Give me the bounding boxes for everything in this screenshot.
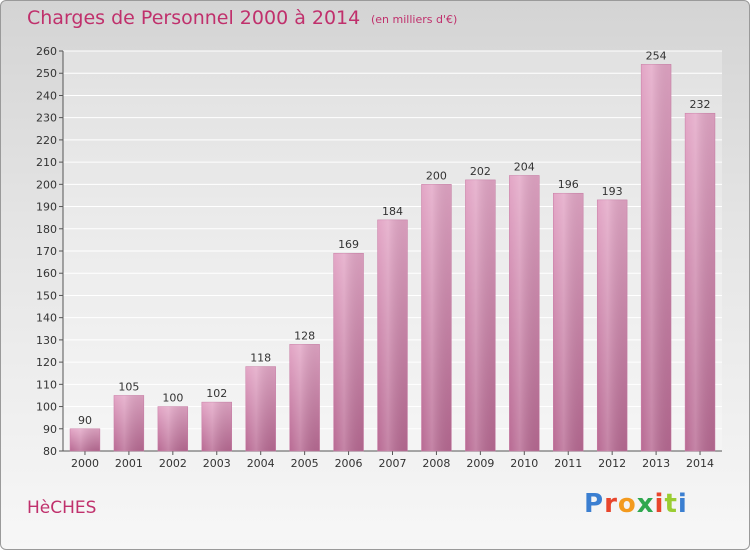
- x-tick-label: 2011: [554, 457, 582, 470]
- x-tick-label: 2004: [247, 457, 275, 470]
- y-tick-label: 170: [36, 245, 57, 258]
- y-tick-label: 100: [36, 401, 57, 414]
- y-tick-label: 150: [36, 289, 57, 302]
- bar-shading: [685, 113, 715, 451]
- x-tick-label: 2010: [510, 457, 538, 470]
- bar-shading: [421, 184, 452, 452]
- y-tick-label: 160: [36, 267, 57, 280]
- x-tick-label: 2003: [203, 457, 231, 470]
- bar-shading: [113, 395, 144, 451]
- x-tick-label: 2007: [379, 457, 407, 470]
- x-tick-label: 2014: [686, 457, 714, 470]
- bar-shading: [201, 402, 232, 451]
- brand-letter: P: [584, 489, 605, 519]
- y-tick-label: 240: [36, 89, 57, 102]
- bar-value-label: 100: [162, 392, 183, 405]
- y-tick-label: 90: [43, 423, 57, 436]
- bar-value-label: 90: [78, 414, 92, 427]
- bar-shading: [333, 253, 364, 451]
- y-tick-label: 120: [36, 356, 57, 369]
- bar-value-label: 202: [470, 165, 491, 178]
- x-tick-label: 2001: [115, 457, 143, 470]
- bar-shading: [157, 406, 188, 451]
- y-tick-label: 110: [36, 378, 57, 391]
- y-tick-label: 220: [36, 134, 57, 147]
- chart-subtitle: (en milliers d'€): [371, 13, 458, 26]
- bar-value-label: 105: [118, 380, 139, 393]
- bar-value-label: 184: [382, 205, 403, 218]
- bar-shading: [245, 366, 276, 451]
- bar-shading: [289, 344, 320, 451]
- bar-shading: [553, 193, 584, 451]
- bar-value-label: 196: [558, 178, 579, 191]
- bar-value-label: 102: [206, 387, 227, 400]
- bar-value-label: 193: [602, 185, 623, 198]
- x-tick-label: 2009: [466, 457, 494, 470]
- bar-value-label: 118: [250, 352, 271, 365]
- bar-shading: [641, 64, 672, 452]
- brand-letter: r: [604, 489, 618, 519]
- bar-value-label: 254: [646, 49, 667, 62]
- bar-shading: [597, 199, 628, 451]
- y-tick-label: 260: [36, 45, 57, 58]
- bar-value-label: 169: [338, 238, 359, 251]
- y-tick-label: 130: [36, 334, 57, 347]
- bar-shading: [465, 179, 496, 451]
- brand-letter: x: [636, 489, 655, 519]
- brand-letter: o: [617, 489, 637, 519]
- y-tick-label: 230: [36, 112, 57, 125]
- brand-letter: t: [664, 489, 678, 519]
- brand-letter: i: [654, 489, 665, 519]
- y-tick-label: 210: [36, 156, 57, 169]
- bar-value-label: 128: [294, 329, 315, 342]
- axes: 8090100110120130140150160170180190200210…: [36, 45, 722, 470]
- data-labels: 90 105 100 102 118 128 169 184 200 202 204 196 193 25…: [78, 49, 711, 426]
- y-tick-label: 140: [36, 312, 57, 325]
- x-tick-label: 2000: [71, 457, 99, 470]
- bar-value-label: 204: [514, 160, 535, 173]
- x-tick-label: 2006: [335, 457, 363, 470]
- brand-letter: i: [677, 489, 688, 519]
- x-tick-label: 2002: [159, 457, 187, 470]
- y-tick-label: 190: [36, 201, 57, 214]
- y-tick-label: 200: [36, 178, 57, 191]
- bar-shading: [70, 428, 100, 451]
- brand-logo: Proxiti: [584, 489, 688, 519]
- bar-shading: [377, 219, 408, 451]
- x-tick-label: 2008: [422, 457, 450, 470]
- y-tick-label: 80: [43, 445, 57, 458]
- bar-value-label: 232: [690, 98, 711, 111]
- city-name: HèCHES: [27, 498, 97, 518]
- bar-value-label: 200: [426, 169, 447, 182]
- x-tick-label: 2005: [291, 457, 319, 470]
- x-tick-label: 2012: [598, 457, 626, 470]
- chart-title: Charges de Personnel 2000 à 2014: [27, 7, 361, 29]
- y-tick-label: 250: [36, 67, 57, 80]
- y-tick-label: 180: [36, 223, 57, 236]
- x-tick-label: 2013: [642, 457, 670, 470]
- bar-shading: [509, 175, 540, 451]
- bars: [69, 64, 716, 452]
